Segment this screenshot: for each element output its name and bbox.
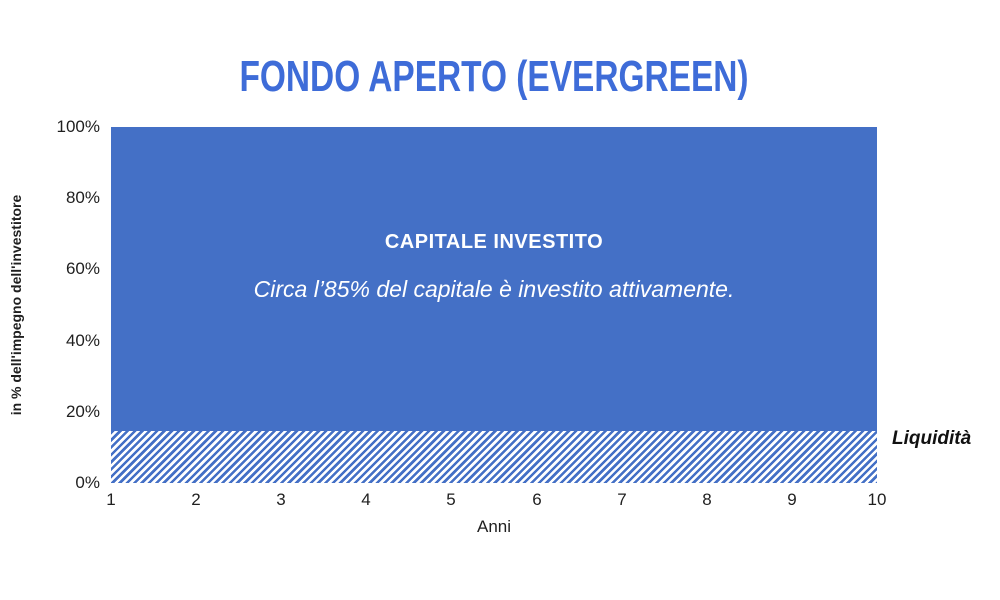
y-tick-40: 40% <box>65 331 100 350</box>
x-tick-4: 4 <box>361 490 371 509</box>
y-axis-title: in % dell'impegno dell'investitore <box>8 194 24 416</box>
x-tick-5: 5 <box>446 490 456 509</box>
invested-area-label: CAPITALE INVESTITO <box>384 231 604 253</box>
invested-area: CAPITALE INVESTITO Circa l’85% del capit… <box>111 127 877 431</box>
y-tick-100: 100% <box>56 117 100 136</box>
liquidity-hatched-area <box>111 431 877 483</box>
x-tick-2: 2 <box>191 490 201 509</box>
plot-area: CAPITALE INVESTITO Circa l’85% del capit… <box>111 127 877 483</box>
x-axis-title: Anni <box>476 517 512 536</box>
liquidity-label: Liquidità <box>892 428 972 449</box>
y-tick-80: 80% <box>65 188 100 207</box>
chart-title: FONDO APERTO (EVERGREEN) <box>239 52 749 101</box>
y-tick-60: 60% <box>65 259 100 278</box>
x-tick-8: 8 <box>702 490 712 509</box>
invested-area-note: Circa l’85% del capitale è investito att… <box>253 276 735 302</box>
x-tick-7: 7 <box>617 490 627 509</box>
x-tick-10: 10 <box>867 490 887 509</box>
x-tick-6: 6 <box>532 490 542 509</box>
y-tick-0: 0% <box>75 473 100 492</box>
x-tick-1: 1 <box>106 490 116 509</box>
x-tick-9: 9 <box>787 490 797 509</box>
y-tick-20: 20% <box>65 402 100 421</box>
x-tick-3: 3 <box>276 490 286 509</box>
